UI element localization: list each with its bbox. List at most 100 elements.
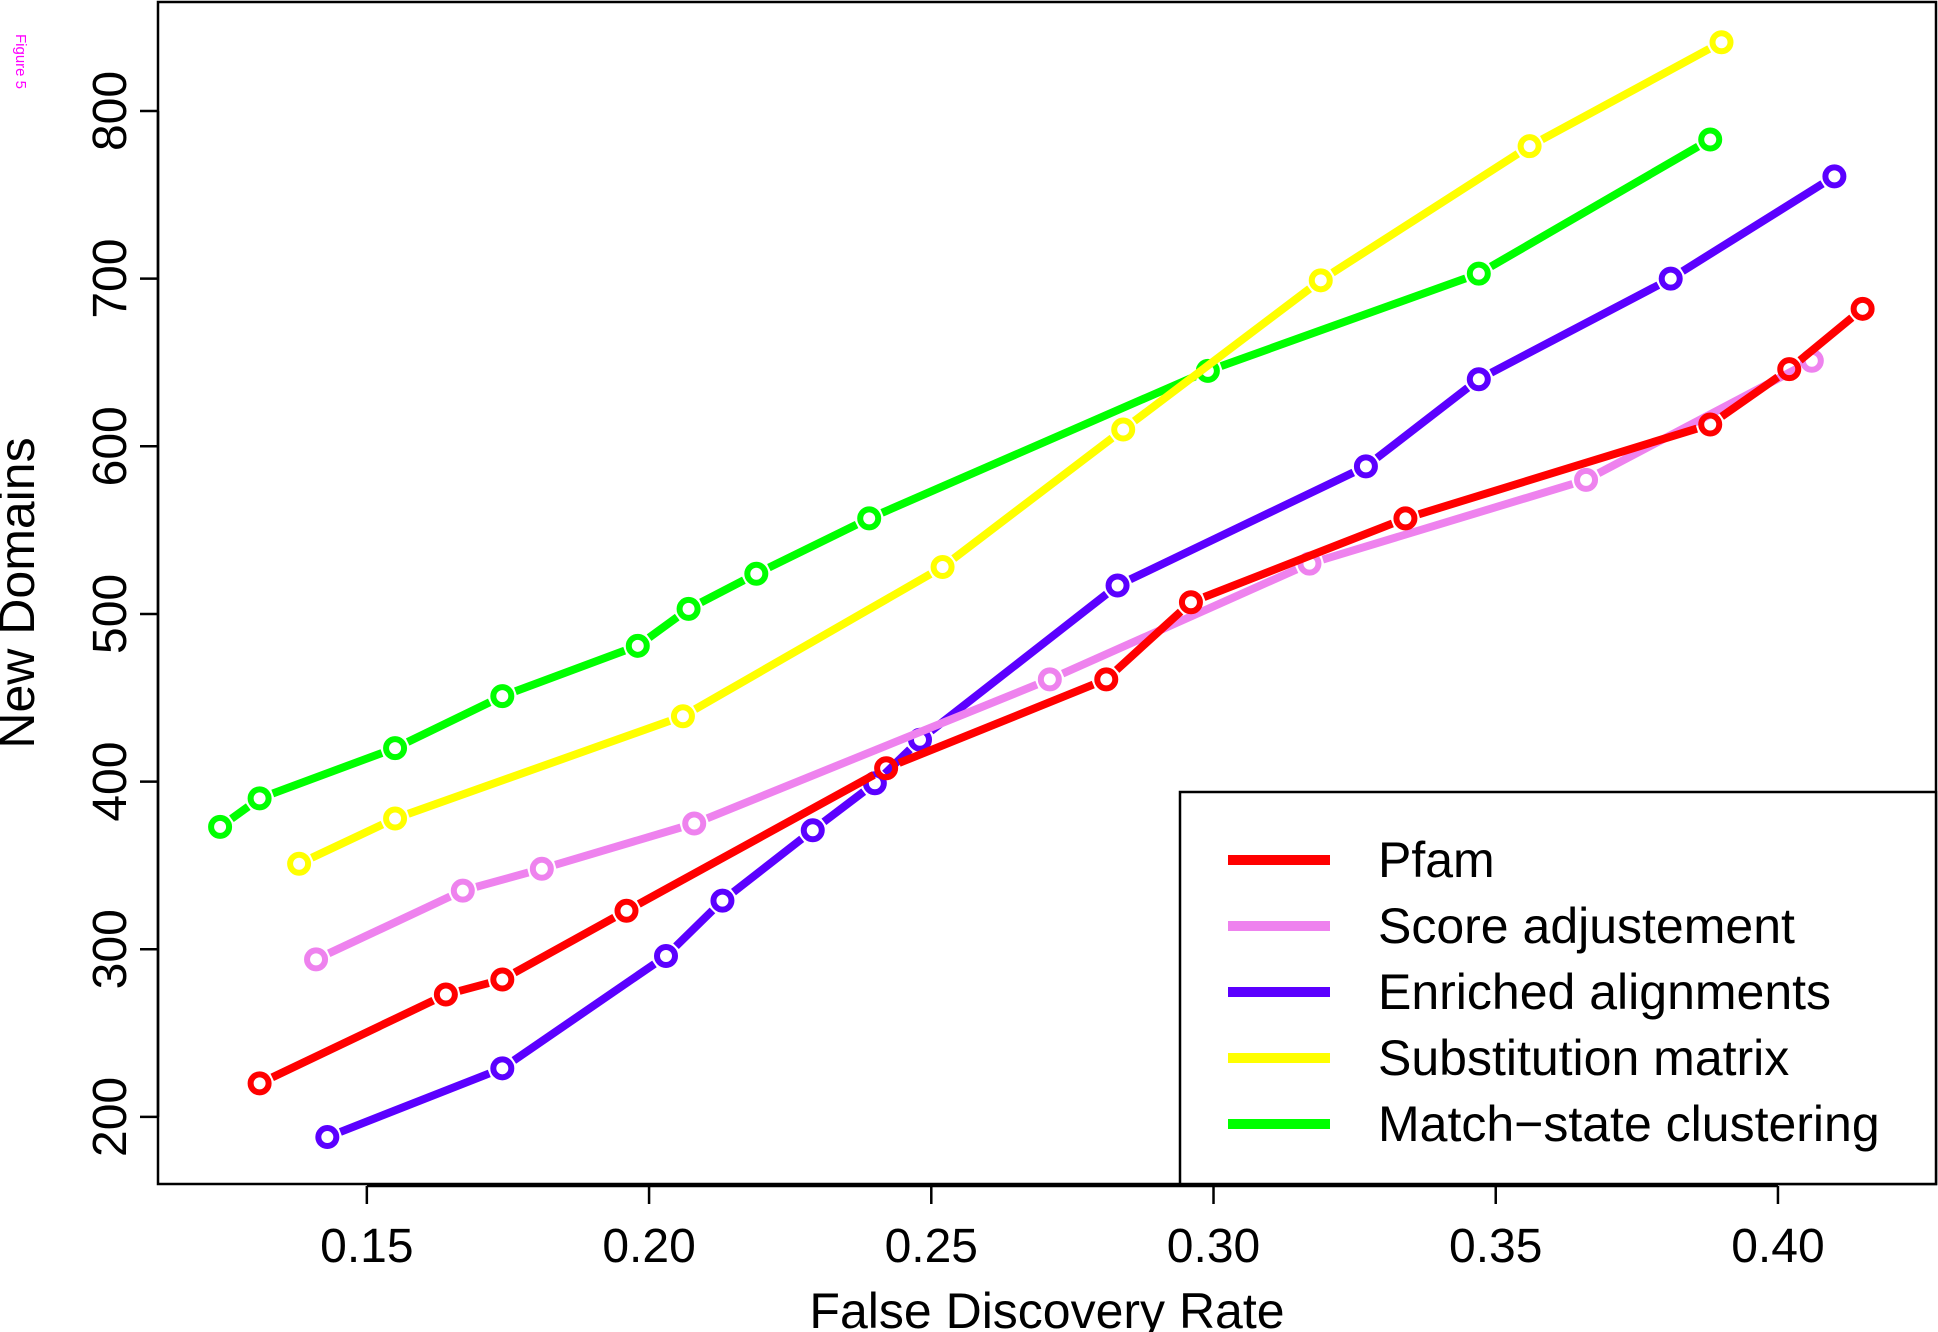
series-line-segment bbox=[1488, 143, 1701, 271]
legend-label: Enriched alignments bbox=[1378, 964, 1831, 1020]
data-point bbox=[930, 555, 955, 580]
series-line-segment bbox=[514, 646, 627, 695]
data-point bbox=[1822, 164, 1847, 189]
series-line-segment bbox=[951, 434, 1115, 562]
series-line-segment bbox=[699, 576, 746, 607]
series-line-segment bbox=[636, 771, 876, 908]
x-tick-label: 0.25 bbox=[885, 1220, 978, 1273]
series-line-segment bbox=[327, 892, 452, 958]
data-point bbox=[315, 1125, 340, 1150]
series-line-segment bbox=[705, 680, 1039, 822]
series-line-segment bbox=[1202, 519, 1394, 601]
data-point bbox=[208, 814, 233, 839]
y-tick-label: 700 bbox=[84, 239, 137, 319]
data-point bbox=[433, 982, 458, 1007]
data-point bbox=[1777, 357, 1802, 382]
data-point bbox=[1466, 261, 1491, 286]
series-line-segment bbox=[897, 680, 1095, 767]
data-point bbox=[1698, 127, 1723, 152]
data-point bbox=[1466, 367, 1491, 392]
series-line-segment bbox=[1330, 150, 1520, 277]
x-tick-label: 0.35 bbox=[1449, 1220, 1542, 1273]
series-line-segment bbox=[1540, 45, 1712, 144]
data-point bbox=[304, 947, 329, 972]
figure-tag-text: Figure 5 bbox=[12, 34, 28, 89]
x-tick-label: 0.40 bbox=[1731, 1220, 1824, 1273]
legend-label: Substitution matrix bbox=[1378, 1030, 1789, 1086]
series-line-segment bbox=[928, 590, 1109, 735]
series-group bbox=[208, 127, 1723, 839]
data-point bbox=[1393, 506, 1418, 531]
series-line-segment bbox=[882, 746, 913, 777]
data-point bbox=[383, 736, 408, 761]
data-point bbox=[1658, 266, 1683, 291]
data-point bbox=[1094, 667, 1119, 692]
data-point bbox=[383, 806, 408, 831]
data-point bbox=[529, 856, 554, 881]
y-axis-title: New Domains bbox=[0, 437, 45, 748]
series-line-segment bbox=[1219, 274, 1467, 370]
y-tick-label: 200 bbox=[84, 1077, 137, 1157]
figure-tag: Figure 5 bbox=[4, 30, 29, 120]
series-line-segment bbox=[458, 979, 490, 995]
data-point bbox=[1850, 296, 1875, 321]
data-point bbox=[710, 888, 735, 913]
legend-label: Match−state clustering bbox=[1378, 1096, 1880, 1152]
data-point bbox=[1517, 134, 1542, 159]
series-line-segment bbox=[229, 803, 251, 822]
y-axis: 200 300 400 500 600 700 800 bbox=[84, 71, 160, 1157]
series-line-segment bbox=[731, 835, 805, 896]
series-line-segment bbox=[338, 1069, 491, 1136]
data-point bbox=[247, 786, 272, 811]
data-point bbox=[614, 898, 639, 923]
series-line-segment bbox=[1374, 384, 1471, 462]
data-point bbox=[1308, 268, 1333, 293]
data-point bbox=[490, 967, 515, 992]
data-point bbox=[450, 878, 475, 903]
y-tick-label: 300 bbox=[84, 909, 137, 989]
series-line-segment bbox=[1321, 480, 1574, 564]
series-line-segment bbox=[1128, 468, 1356, 584]
series-line-segment bbox=[646, 613, 680, 641]
data-point bbox=[1698, 412, 1723, 437]
data-point bbox=[682, 811, 707, 836]
data-point bbox=[1574, 467, 1599, 492]
y-tick-label: 800 bbox=[84, 71, 137, 151]
series-line-segment bbox=[270, 996, 435, 1081]
data-point bbox=[247, 1071, 272, 1096]
series-line-segment bbox=[406, 717, 672, 818]
series-line-segment bbox=[1680, 180, 1825, 275]
x-tick-label: 0.30 bbox=[1167, 1220, 1260, 1273]
figure-tag-svg: Figure 5 bbox=[12, 34, 29, 89]
legend-label: Score adjustement bbox=[1378, 898, 1795, 954]
data-point bbox=[744, 561, 769, 586]
series-line-segment bbox=[1113, 608, 1184, 673]
data-point bbox=[676, 596, 701, 621]
data-point bbox=[654, 943, 678, 968]
data-point bbox=[800, 818, 825, 843]
series-line-segment bbox=[1719, 373, 1781, 420]
data-point bbox=[1111, 417, 1136, 442]
series-group bbox=[287, 30, 1734, 876]
x-axis: 0.15 0.20 0.25 0.30 0.35 0.40 bbox=[320, 1184, 1825, 1273]
data-point bbox=[490, 684, 515, 709]
series-line-segment bbox=[405, 698, 492, 746]
x-axis-title: False Discovery Rate bbox=[809, 1283, 1284, 1332]
data-point bbox=[287, 851, 312, 876]
series-line-segment bbox=[475, 868, 530, 891]
series-line-segment bbox=[1417, 424, 1699, 519]
legend: Pfam Score adjustement Enriched alignments… bbox=[1178, 790, 1938, 1186]
series-line-segment bbox=[821, 788, 867, 825]
series-group bbox=[304, 348, 1824, 972]
legend-items: Pfam Score adjustement Enriched alignments… bbox=[1228, 832, 1880, 1152]
series-line-segment bbox=[1131, 285, 1312, 425]
series-line-segment bbox=[880, 372, 1197, 517]
data-point bbox=[670, 704, 695, 729]
series-line-segment bbox=[1489, 281, 1661, 377]
data-point bbox=[625, 633, 650, 658]
series-line-segment bbox=[310, 820, 385, 862]
y-tick-label: 600 bbox=[84, 406, 137, 486]
data-point bbox=[857, 506, 882, 531]
data-point bbox=[1037, 667, 1062, 692]
